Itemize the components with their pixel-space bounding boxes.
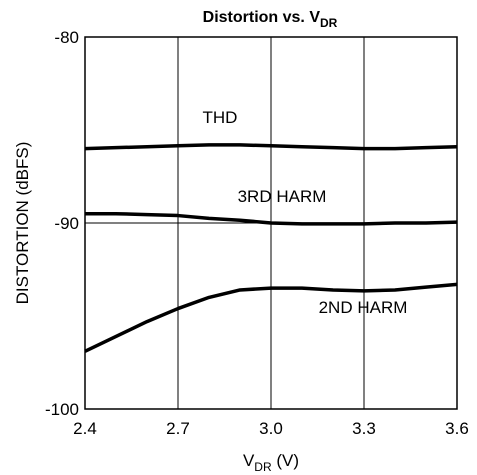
series-label: 3RD HARM bbox=[238, 187, 327, 206]
x-axis-label: VDR (V) bbox=[243, 451, 299, 474]
y-tick-label: -100 bbox=[45, 400, 79, 419]
xlabel-subscript: DR bbox=[254, 460, 272, 474]
x-tick-label: 3.0 bbox=[259, 419, 283, 438]
y-axis-label: DISTORTION (dBFS) bbox=[13, 142, 32, 305]
series-label: THD bbox=[203, 108, 238, 127]
xlabel-text: V bbox=[243, 451, 255, 470]
chart-title: Distortion vs. VDR bbox=[203, 9, 338, 30]
series-line bbox=[85, 211, 458, 226]
y-tick-label: -90 bbox=[54, 214, 79, 233]
x-tick-label: 2.7 bbox=[166, 419, 190, 438]
title-text: Distortion vs. V bbox=[203, 9, 321, 26]
x-tick-label: 3.3 bbox=[352, 419, 376, 438]
series-line bbox=[84, 143, 458, 151]
series-line bbox=[84, 282, 458, 353]
x-tick-label: 3.6 bbox=[445, 419, 469, 438]
xlabel-suffix: (V) bbox=[272, 451, 299, 470]
y-tick-label: -80 bbox=[54, 28, 79, 47]
x-tick-label: 2.4 bbox=[73, 419, 97, 438]
title-subscript: DR bbox=[320, 16, 338, 30]
series-label: 2ND HARM bbox=[319, 298, 408, 317]
